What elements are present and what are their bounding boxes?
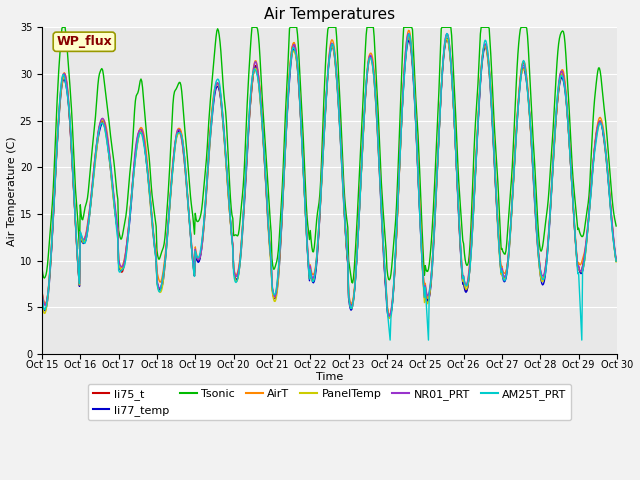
li75_t [38,288,46,294]
Tsonic [166,148,174,154]
AM25T_PRT [387,337,394,343]
NR01_PRT [38,288,46,294]
li75_t [404,35,412,40]
AirT [49,227,56,233]
PanelTemp [38,300,46,305]
PanelTemp [400,78,408,84]
AirT [400,74,408,80]
AM25T_PRT [612,258,620,264]
li75_t [387,313,394,319]
Line: NR01_PRT: NR01_PRT [42,34,616,316]
NR01_PRT [404,31,412,36]
li77_temp [443,36,451,41]
AirT [612,256,620,262]
li75_t [49,234,56,240]
PanelTemp [196,253,204,259]
PanelTemp [385,315,393,321]
NR01_PRT [196,254,204,260]
NR01_PRT [385,313,393,319]
NR01_PRT [166,200,173,206]
li77_temp [49,233,56,239]
li77_temp [196,256,204,262]
li77_temp [38,295,46,301]
AirT [166,199,173,205]
Legend: li75_t, li77_temp, Tsonic, AirT, PanelTemp, NR01_PRT, AM25T_PRT: li75_t, li77_temp, Tsonic, AirT, PanelTe… [88,384,571,420]
Tsonic [612,223,620,229]
AirT [38,288,46,294]
AirT [108,171,115,177]
Line: Tsonic: Tsonic [42,27,616,283]
NR01_PRT [417,241,425,247]
Tsonic [108,146,116,152]
AirT [417,234,425,240]
Tsonic [417,208,425,214]
AM25T_PRT [400,83,408,88]
Tsonic [59,24,67,30]
AM25T_PRT [49,230,56,236]
li75_t [417,238,425,244]
Text: WP_flux: WP_flux [56,35,112,48]
AM25T_PRT [196,250,204,256]
li77_temp [612,258,620,264]
li77_temp [417,228,424,234]
PanelTemp [49,230,56,236]
Line: li75_t: li75_t [42,37,616,316]
li77_temp [108,176,115,181]
li75_t [108,172,115,178]
Tsonic [49,201,56,207]
AM25T_PRT [108,173,115,179]
AM25T_PRT [443,31,451,36]
AirT [385,313,393,319]
NR01_PRT [612,256,620,262]
li75_t [400,79,408,84]
Title: Air Temperatures: Air Temperatures [264,7,395,22]
AM25T_PRT [417,228,424,233]
AirT [196,253,204,259]
li75_t [196,254,204,260]
AirT [404,27,412,33]
Tsonic [38,264,46,270]
X-axis label: Time: Time [316,372,343,382]
PanelTemp [404,34,412,40]
Line: AM25T_PRT: AM25T_PRT [42,34,616,340]
li75_t [612,258,620,264]
NR01_PRT [400,75,408,81]
Y-axis label: Air Temperature (C): Air Temperature (C) [7,136,17,245]
Tsonic [401,24,408,30]
AM25T_PRT [38,291,46,297]
Line: li77_temp: li77_temp [42,38,616,318]
Tsonic [197,211,205,217]
li77_temp [400,81,408,87]
PanelTemp [417,245,425,251]
PanelTemp [166,204,173,210]
Tsonic [349,280,356,286]
AM25T_PRT [166,202,173,208]
Line: AirT: AirT [42,30,616,316]
NR01_PRT [108,168,115,174]
li77_temp [385,315,393,321]
li77_temp [166,203,173,208]
li75_t [166,202,173,208]
NR01_PRT [49,228,56,233]
PanelTemp [612,259,620,265]
PanelTemp [108,177,115,182]
Line: PanelTemp: PanelTemp [42,37,616,318]
